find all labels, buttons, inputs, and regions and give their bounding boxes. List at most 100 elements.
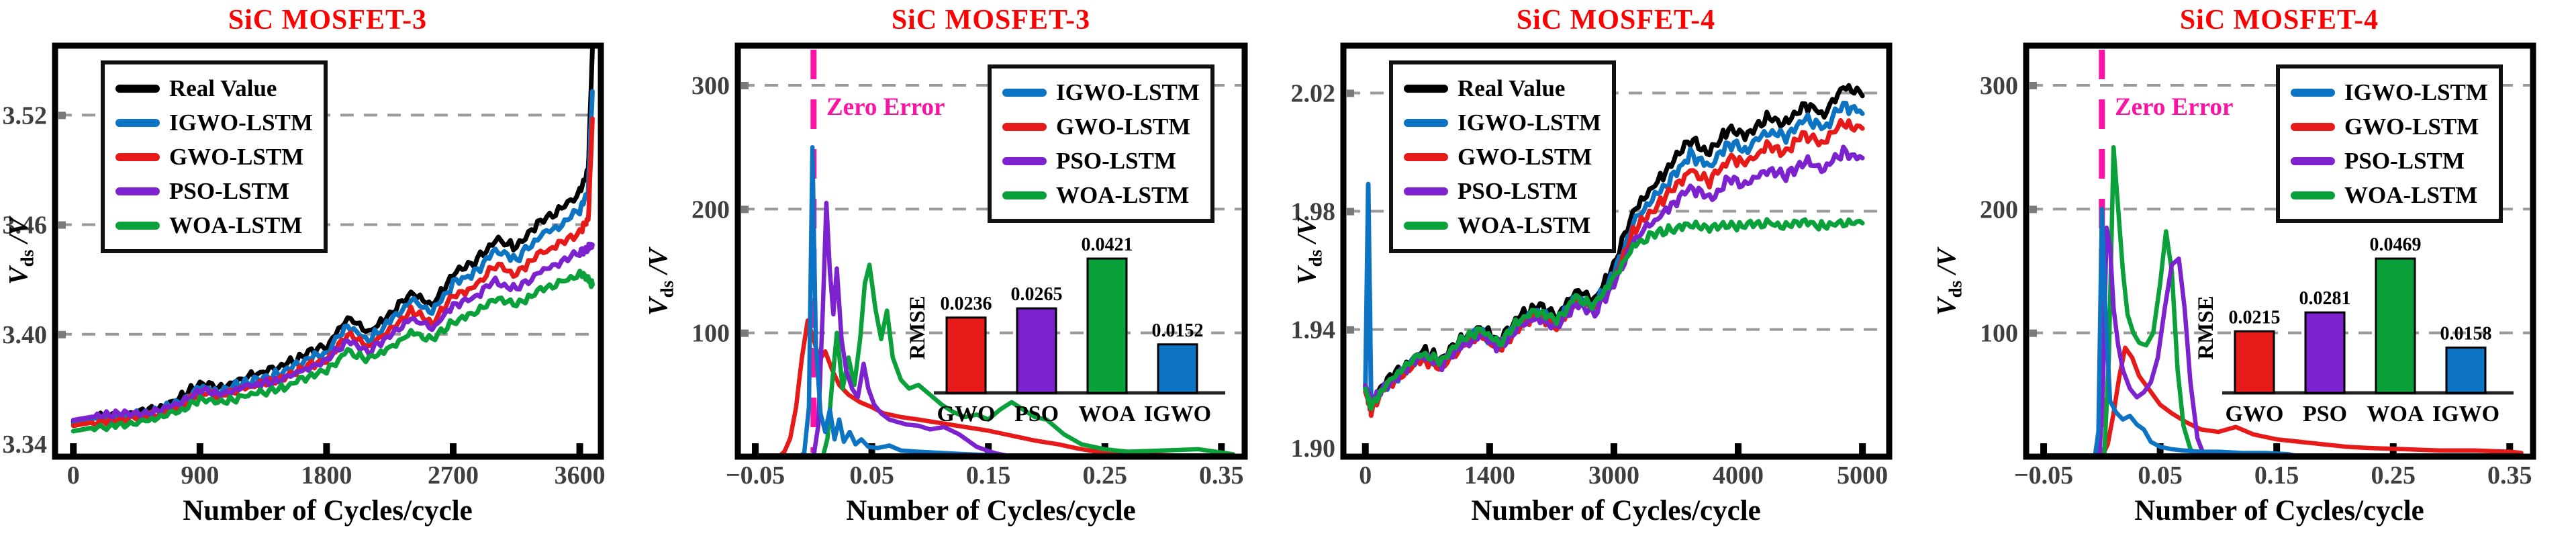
legend-item-label: PSO-LSTM — [1458, 177, 1578, 204]
svg-text:0: 0 — [67, 461, 80, 490]
y-axis-label: Vds /V — [3, 217, 38, 285]
legend-item-label: IGWO-LSTM — [2344, 79, 2488, 105]
legend-item: GWO-LSTM — [1404, 141, 1601, 173]
svg-text:900: 900 — [181, 461, 219, 490]
legend-swatch — [2291, 122, 2335, 131]
svg-text:RMSE: RMSE — [906, 295, 930, 359]
y-axis-label: Vds /V — [1931, 248, 1966, 316]
svg-text:0.0265: 0.0265 — [1011, 284, 1063, 305]
svg-text:WOA: WOA — [2367, 402, 2424, 426]
x-axis-label: Number of Cycles/cycle — [2134, 495, 2424, 527]
legend: Real Value IGWO-LSTM GWO-LSTM PSO-LSTM WOA-L… — [101, 60, 328, 253]
panel-title: SiC MOSFET-4 — [2179, 5, 2379, 36]
panel-mosfet3-prediction: 3.34 3.40 3.46 3.52 0 900 1800 2700 3600 SiC MOS… — [0, 0, 644, 546]
svg-text:IGWO: IGWO — [1144, 402, 1211, 426]
x-axis-label: Number of Cycles/cycle — [183, 495, 473, 527]
svg-text:0.15: 0.15 — [966, 461, 1011, 490]
legend-item-label: Real Value — [169, 75, 277, 101]
legend-swatch — [1404, 152, 1448, 161]
panel-mosfet3-error: 100 200 300 −0.05 0.05 0.15 0.25 0.35 0.0236 GWO 0… — [642, 0, 1288, 546]
legend-swatch — [1002, 156, 1047, 165]
legend-swatch — [115, 221, 160, 230]
legend: IGWO-LSTM GWO-LSTM PSO-LSTM WOA-LSTM — [2276, 64, 2503, 223]
svg-text:3.52: 3.52 — [3, 101, 48, 130]
legend-item-label: GWO-LSTM — [1056, 113, 1191, 140]
legend-item: PSO-LSTM — [1404, 175, 1601, 207]
legend-swatch — [1404, 221, 1448, 230]
y-axis-label: Vds /V — [1291, 217, 1326, 285]
legend-item: PSO-LSTM — [115, 175, 313, 207]
svg-text:RMSE: RMSE — [2194, 295, 2218, 359]
legend-item-label: WOA-LSTM — [1458, 212, 1591, 238]
svg-text:0.15: 0.15 — [2254, 461, 2299, 490]
legend: Real Value IGWO-LSTM GWO-LSTM PSO-LSTM WOA-L… — [1389, 60, 1616, 253]
svg-text:IGWO: IGWO — [2432, 402, 2499, 426]
svg-text:0.05: 0.05 — [849, 461, 894, 490]
plot-area-mosfet3-prediction: 3.34 3.40 3.46 3.52 0 900 1800 2700 3600 — [3, 42, 606, 490]
legend-item-label: WOA-LSTM — [2344, 181, 2478, 208]
svg-text:3.34: 3.34 — [3, 430, 48, 459]
svg-text:0.25: 0.25 — [2371, 461, 2416, 490]
svg-text:1.94: 1.94 — [1291, 316, 1336, 345]
legend-swatch — [115, 152, 160, 161]
legend-item: GWO-LSTM — [2291, 111, 2488, 142]
svg-text:0.0152: 0.0152 — [1152, 320, 1204, 341]
legend-swatch — [1002, 191, 1047, 199]
svg-text:1400: 1400 — [1464, 461, 1515, 490]
legend-item: IGWO-LSTM — [1002, 77, 1200, 108]
svg-text:0.0469: 0.0469 — [2370, 234, 2422, 255]
legend-item-label: Real Value — [1458, 75, 1566, 101]
legend-item: WOA-LSTM — [1404, 210, 1601, 241]
legend-item-label: IGWO-LSTM — [169, 109, 313, 136]
legend-item: PSO-LSTM — [2291, 145, 2488, 177]
legend-item: GWO-LSTM — [1002, 111, 1200, 142]
legend-swatch — [1002, 122, 1047, 131]
x-axis-label: Number of Cycles/cycle — [1471, 495, 1761, 527]
legend-item-label: IGWO-LSTM — [1056, 79, 1200, 105]
y-axis-label: Vds /V — [642, 248, 677, 316]
legend-item-label: PSO-LSTM — [169, 177, 289, 204]
svg-text:PSO: PSO — [1014, 402, 1059, 426]
svg-text:GWO: GWO — [937, 402, 996, 426]
panel-mosfet4-prediction: 1.90 1.94 1.98 2.02 0 1400 3000 4000 5000 SiC MO… — [1288, 0, 1932, 546]
legend-swatch — [1404, 84, 1448, 93]
svg-text:200: 200 — [691, 195, 730, 224]
svg-text:1.90: 1.90 — [1291, 435, 1336, 463]
legend-item: WOA-LSTM — [115, 210, 313, 241]
zero-error-annotation: Zero Error — [2115, 93, 2234, 121]
svg-text:0.35: 0.35 — [1199, 461, 1244, 490]
legend-item-label: GWO-LSTM — [1458, 143, 1592, 170]
legend-item: IGWO-LSTM — [1404, 107, 1601, 138]
svg-text:0: 0 — [1359, 461, 1372, 490]
svg-text:0.0236: 0.0236 — [941, 293, 992, 314]
svg-text:0.0215: 0.0215 — [2229, 307, 2281, 328]
plot-area-mosfet4-prediction: 1.90 1.94 1.98 2.02 0 1400 3000 4000 5000 — [1291, 42, 1893, 490]
x-axis-label: Number of Cycles/cycle — [846, 495, 1136, 527]
panel-title: SiC MOSFET-4 — [1516, 5, 1716, 36]
svg-text:−0.05: −0.05 — [2014, 461, 2073, 490]
svg-text:300: 300 — [691, 72, 730, 100]
svg-text:3.40: 3.40 — [3, 321, 48, 349]
legend-item-label: PSO-LSTM — [2344, 147, 2465, 174]
svg-text:3000: 3000 — [1588, 461, 1639, 490]
svg-text:4000: 4000 — [1713, 461, 1764, 490]
legend: IGWO-LSTM GWO-LSTM PSO-LSTM WOA-LSTM — [988, 64, 1214, 223]
svg-text:2700: 2700 — [428, 461, 479, 490]
svg-text:GWO: GWO — [2226, 402, 2284, 426]
plot-area-mosfet4-error: 100 200 300 −0.05 0.05 0.15 0.25 0.35 0.0215 GWO 0… — [1980, 42, 2536, 490]
svg-text:0.25: 0.25 — [1082, 461, 1127, 490]
svg-text:0.0158: 0.0158 — [2440, 324, 2492, 345]
legend-swatch — [115, 84, 160, 93]
svg-text:2.02: 2.02 — [1291, 79, 1336, 107]
legend-item: WOA-LSTM — [2291, 179, 2488, 211]
legend-item-label: GWO-LSTM — [2344, 113, 2479, 140]
svg-text:3600: 3600 — [555, 461, 606, 490]
svg-text:200: 200 — [1980, 195, 2018, 224]
legend-item-label: PSO-LSTM — [1056, 147, 1176, 174]
svg-text:5000: 5000 — [1837, 461, 1888, 490]
svg-text:WOA: WOA — [1079, 402, 1136, 426]
legend-item-label: IGWO-LSTM — [1458, 109, 1601, 136]
svg-text:3.46: 3.46 — [3, 212, 48, 240]
legend-swatch — [1404, 118, 1448, 127]
